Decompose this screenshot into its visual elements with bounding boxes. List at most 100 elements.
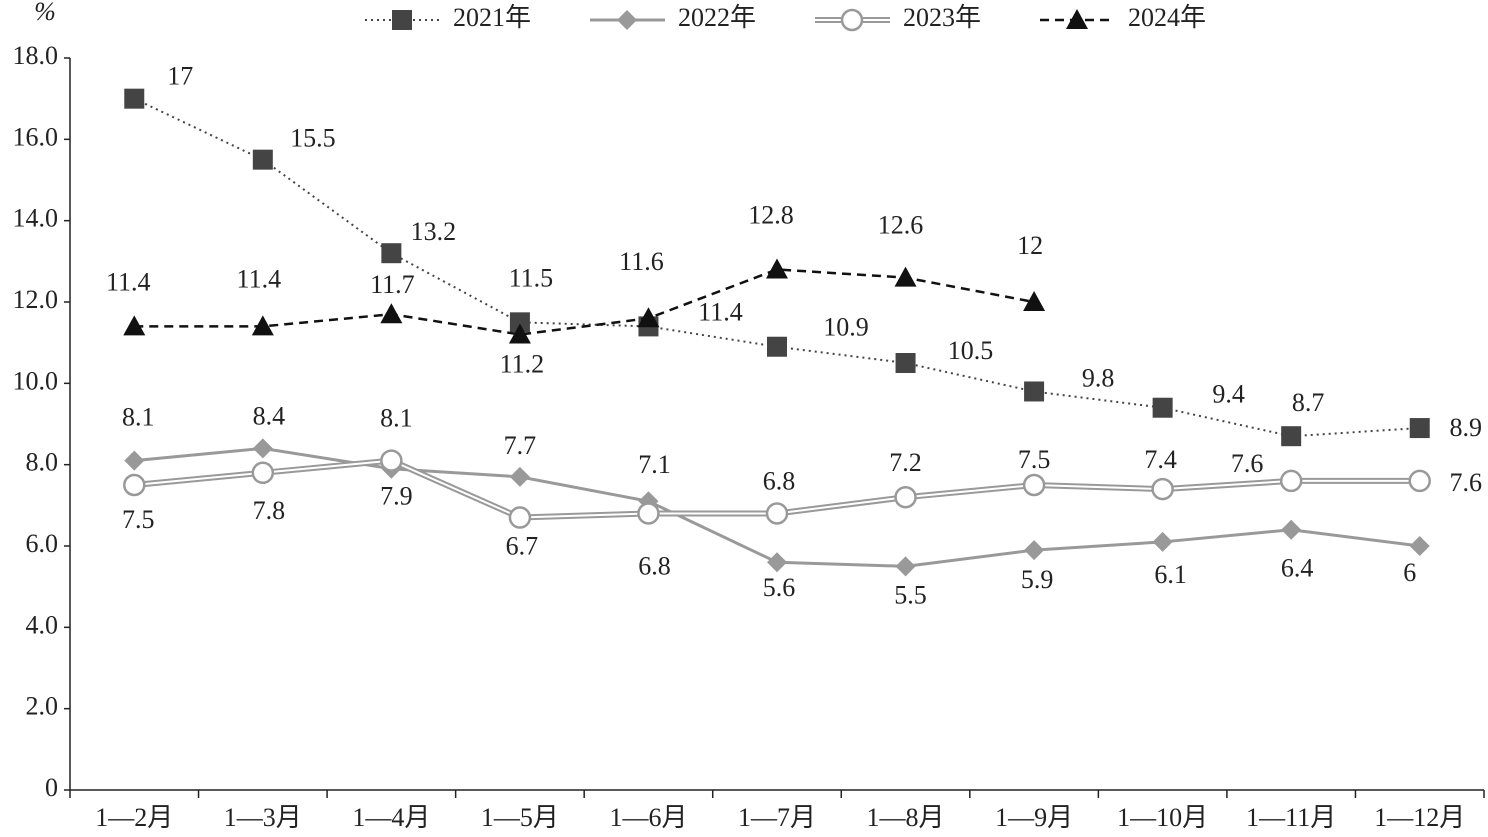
data-label: 6.7: [506, 532, 539, 561]
marker: [124, 88, 145, 109]
marker: [508, 506, 532, 529]
x-tick-label: 1—3月: [224, 803, 302, 832]
y-tick-label: 8.0: [26, 448, 59, 477]
data-label: 11.4: [698, 297, 743, 326]
marker: [123, 315, 146, 336]
data-label: 7.6: [1231, 449, 1264, 478]
marker: [617, 10, 637, 30]
marker: [1024, 381, 1045, 402]
data-label: 6: [1403, 558, 1416, 587]
legend-label: 2024年: [1128, 3, 1206, 32]
y-tick-label: 6.0: [26, 529, 59, 558]
marker: [1279, 469, 1303, 493]
marker: [251, 461, 275, 485]
marker: [380, 303, 403, 324]
data-label: 12.8: [748, 200, 794, 229]
series-line: [134, 268, 1035, 336]
x-tick-label: 1—5月: [481, 803, 559, 832]
data-label: 12.6: [878, 211, 924, 240]
y-tick-label: 16.0: [13, 122, 59, 151]
marker: [1409, 418, 1430, 439]
marker: [252, 149, 273, 170]
legend-label: 2021年: [453, 3, 531, 32]
marker: [894, 266, 917, 287]
marker: [392, 10, 412, 30]
marker: [767, 336, 787, 357]
data-label: 8.1: [380, 404, 413, 433]
marker: [1022, 473, 1046, 497]
data-label: 6.4: [1281, 554, 1314, 583]
x-tick-label: 1—8月: [867, 803, 945, 832]
data-label: 7.2: [889, 448, 922, 477]
x-tick-label: 1—4月: [352, 803, 430, 832]
data-label: 12: [1017, 231, 1043, 260]
data-label: 11.5: [509, 263, 554, 292]
x-tick-label: 1—10月: [1117, 803, 1208, 832]
x-tick-label: 1—9月: [995, 803, 1073, 832]
marker: [894, 485, 917, 509]
data-label: 7.6: [1449, 468, 1482, 497]
marker: [766, 258, 788, 279]
data-label: 10.5: [948, 336, 994, 365]
legend-label: 2022年: [678, 3, 756, 32]
data-label: 8.9: [1449, 413, 1482, 442]
y-axis-label: %: [34, 0, 56, 26]
data-label: 9.8: [1082, 363, 1115, 392]
x-tick-label: 1—2月: [95, 803, 173, 832]
marker: [123, 473, 146, 497]
marker: [251, 315, 274, 336]
data-label: 11.2: [500, 350, 545, 379]
marker: [637, 502, 660, 525]
data-label: 6.8: [638, 551, 671, 580]
marker: [508, 323, 531, 344]
marker: [1408, 469, 1431, 493]
data-label: 6.8: [763, 466, 796, 495]
data-label: 8.4: [253, 401, 286, 430]
legend-label: 2023年: [903, 3, 981, 32]
marker: [252, 438, 273, 459]
data-label: 7.7: [504, 431, 537, 460]
data-label: 10.9: [823, 313, 869, 342]
marker: [895, 353, 916, 373]
data-label: 11.7: [370, 270, 415, 299]
data-label: 7.5: [122, 505, 155, 534]
data-label: 11.4: [237, 264, 282, 293]
data-label: 6.1: [1154, 560, 1187, 589]
y-tick-label: 18.0: [13, 41, 59, 70]
data-label: 17: [167, 62, 193, 91]
marker: [509, 312, 530, 333]
marker: [1066, 9, 1088, 29]
data-label: 7.8: [253, 496, 286, 525]
data-label: 7.9: [380, 482, 413, 511]
data-label: 5.5: [894, 580, 927, 609]
y-tick-label: 2.0: [26, 692, 59, 721]
marker: [380, 449, 403, 472]
marker: [124, 450, 145, 471]
data-label: 13.2: [411, 217, 457, 246]
data-label: 5.9: [1021, 565, 1054, 594]
data-label: 7.1: [638, 450, 671, 479]
data-label: 8.1: [122, 403, 155, 432]
data-label: 15.5: [290, 124, 336, 153]
data-label: 7.4: [1144, 445, 1177, 474]
marker: [1023, 291, 1046, 311]
y-tick-label: 14.0: [13, 204, 59, 233]
data-label: 8.7: [1292, 388, 1325, 417]
marker: [765, 502, 789, 525]
marker: [1151, 477, 1174, 501]
marker: [1152, 531, 1173, 552]
x-tick-label: 1—11月: [1246, 803, 1336, 832]
marker: [840, 8, 864, 32]
data-label: 7.5: [1018, 445, 1051, 474]
x-tick-label: 1—12月: [1374, 803, 1465, 832]
y-tick-label: 4.0: [26, 610, 59, 639]
marker: [1152, 397, 1173, 418]
y-tick-label: 12.0: [13, 285, 59, 314]
marker: [767, 552, 787, 573]
data-label: 9.4: [1212, 380, 1245, 409]
x-tick-label: 1—6月: [609, 803, 687, 832]
marker: [1409, 536, 1430, 556]
y-tick-label: 10.0: [13, 366, 59, 395]
marker: [1281, 426, 1302, 447]
